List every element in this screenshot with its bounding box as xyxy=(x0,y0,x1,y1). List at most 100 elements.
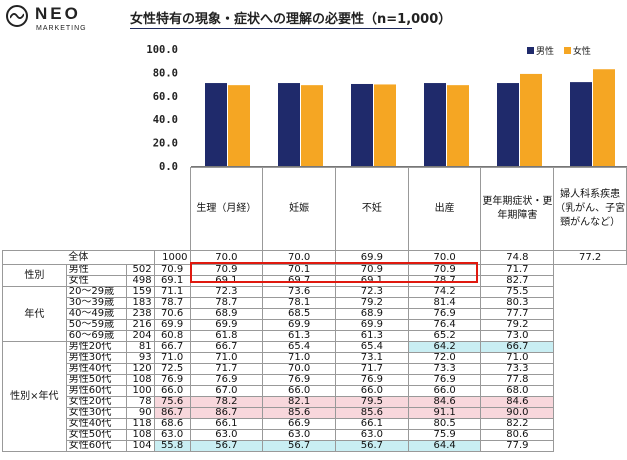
row-group-label: 年代 xyxy=(2,286,67,342)
bar-male xyxy=(497,83,519,166)
table-cell: 60.8 xyxy=(153,330,191,342)
table-cell: 90.0 xyxy=(480,407,555,419)
row-label: 女性20代 xyxy=(65,396,127,408)
table-row: 女性40代 118 68.6 66.1 66.9 66.1 80.5 82.2 xyxy=(3,418,627,430)
table-cell: 66.0 xyxy=(262,385,337,397)
bar-male xyxy=(278,83,300,166)
row-sample-size: 81 xyxy=(125,341,155,353)
table-cell: 68.0 xyxy=(480,385,555,397)
logo-brand-text: NEO xyxy=(35,4,81,23)
table-cell: 71.0 xyxy=(153,352,191,364)
table-row: 全体 1000 70.0 70.0 69.9 70.0 74.8 77.2 xyxy=(2,250,627,265)
table-cell: 85.6 xyxy=(335,407,409,419)
bar-female xyxy=(228,85,250,166)
row-sample-size: 204 xyxy=(125,330,155,342)
table-cell: 82.7 xyxy=(480,275,555,287)
table-cell: 72.3 xyxy=(189,286,264,298)
table-row: 女性50代 108 63.0 63.0 63.0 63.0 75.9 80.6 xyxy=(3,429,627,441)
data-table: 生理（月経） 妊娠 不妊 出産 更年期症状・更年期障害 婦人科系疾患（乳がん、子宮頸がんな… xyxy=(2,167,627,452)
title-underline xyxy=(130,28,412,29)
column-header: 生理（月経） xyxy=(189,167,264,251)
table-row: 女性20代 78 75.6 78.2 82.1 79.5 84.6 84.6 xyxy=(3,396,627,408)
bar-chart: 100.0 80.0 60.0 40.0 20.0 0.0 xyxy=(146,44,627,170)
table-row: 女性30代 90 86.7 86.7 85.6 85.6 91.1 90.0 xyxy=(3,407,627,419)
row-sample-size: 108 xyxy=(125,429,155,441)
table-row: 性別 男性 502 70.9 70.9 70.1 70.9 70.9 71.7 xyxy=(2,264,627,287)
table-cell: 76.9 xyxy=(153,374,191,386)
row-label: 男性60代 xyxy=(65,385,127,397)
row-sample-size: 159 xyxy=(125,286,155,298)
row-sample-size: 108 xyxy=(125,374,155,386)
table-cell: 63.0 xyxy=(153,429,191,441)
row-sample-size: 90 xyxy=(125,407,155,419)
table-cell: 86.7 xyxy=(153,407,191,419)
table-row: 男性30代 93 71.0 71.0 71.0 73.1 72.0 71.0 xyxy=(3,352,627,364)
table-row: 男性40代 120 72.5 71.7 70.0 71.7 73.3 73.3 xyxy=(3,363,627,375)
table-cell: 76.9 xyxy=(407,308,482,320)
table-cell: 82.2 xyxy=(480,418,555,430)
row-label: 女性60代 xyxy=(65,440,127,452)
row-group-label: 性別×年代 xyxy=(2,341,67,452)
table-cell: 69.1 xyxy=(153,275,191,287)
table-cell: 79.2 xyxy=(335,297,409,309)
row-label: 男性20代 xyxy=(65,341,127,353)
table-cell: 65.4 xyxy=(262,341,337,353)
y-tick-label: 40.0 xyxy=(153,114,178,126)
table-cell: 64.2 xyxy=(407,341,482,353)
legend-swatch-female xyxy=(563,47,571,54)
table-cell: 73.1 xyxy=(335,352,409,364)
table-cell: 85.6 xyxy=(262,407,337,419)
row-label: 女性30代 xyxy=(65,407,127,419)
table-cell: 77.7 xyxy=(480,308,555,320)
bar-female xyxy=(447,85,469,166)
table-cell: 61.3 xyxy=(335,330,409,342)
y-tick-label: 100.0 xyxy=(146,44,178,56)
table-row: 30～39歳 183 78.7 78.7 78.1 79.2 81.4 80.3 xyxy=(3,297,627,309)
table-cell: 80.3 xyxy=(480,297,555,309)
table-cell: 78.7 xyxy=(153,297,191,309)
table-cell: 82.1 xyxy=(262,396,337,408)
table-cell: 73.6 xyxy=(262,286,337,298)
table-cell: 77.2 xyxy=(553,250,627,265)
table-header-row: 生理（月経） 妊娠 不妊 出産 更年期症状・更年期障害 婦人科系疾患（乳がん、子宮頸がんな… xyxy=(2,167,627,251)
bar-male xyxy=(570,82,592,166)
bar-female xyxy=(593,69,615,166)
bar-male xyxy=(424,83,446,166)
table-cell: 78.7 xyxy=(189,297,264,309)
table-cell: 71.7 xyxy=(189,363,264,375)
table-cell: 71.1 xyxy=(153,286,191,298)
table-cell: 73.0 xyxy=(480,330,555,342)
row-label: 女性50代 xyxy=(65,429,127,441)
table-cell: 84.6 xyxy=(480,396,555,408)
row-label: 50～59歳 xyxy=(65,319,127,331)
table-row: 男性50代 108 76.9 76.9 76.9 76.9 76.9 77.8 xyxy=(3,374,627,386)
table-cell: 70.9 xyxy=(153,264,191,276)
table-cell: 71.7 xyxy=(335,363,409,375)
column-header: 出産 xyxy=(407,167,482,251)
row-group-label: 性別 xyxy=(2,264,67,287)
table-cell: 79.5 xyxy=(335,396,409,408)
table-cell: 69.9 xyxy=(335,319,409,331)
table-cell: 71.0 xyxy=(262,352,337,364)
row-sample-size: 100 xyxy=(125,385,155,397)
row-sample-size: 216 xyxy=(125,319,155,331)
table-row: 年代 20～29歳 159 71.1 72.3 73.6 72.3 74.2 75.5 xyxy=(2,286,627,342)
table-cell: 76.4 xyxy=(407,319,482,331)
table-cell: 66.1 xyxy=(189,418,264,430)
row-label-total: 全体 xyxy=(2,250,155,265)
bar-male xyxy=(351,83,373,166)
table-cell: 66.0 xyxy=(153,385,191,397)
table-cell: 76.9 xyxy=(262,374,337,386)
table-cell: 66.0 xyxy=(407,385,482,397)
table-cell: 71.0 xyxy=(480,352,555,364)
row-label: 女性40代 xyxy=(65,418,127,430)
legend-label-female: 女性 xyxy=(572,47,591,57)
table-cell: 55.8 xyxy=(153,440,191,452)
table-cell: 81.4 xyxy=(407,297,482,309)
chart-legend: 男性 女性 xyxy=(527,44,598,57)
table-cell: 69.9 xyxy=(153,319,191,331)
column-header: 妊娠 xyxy=(262,167,337,251)
row-label: 男性30代 xyxy=(65,352,127,364)
legend-item-female: 女性 xyxy=(563,44,591,57)
table-cell: 61.3 xyxy=(262,330,337,342)
